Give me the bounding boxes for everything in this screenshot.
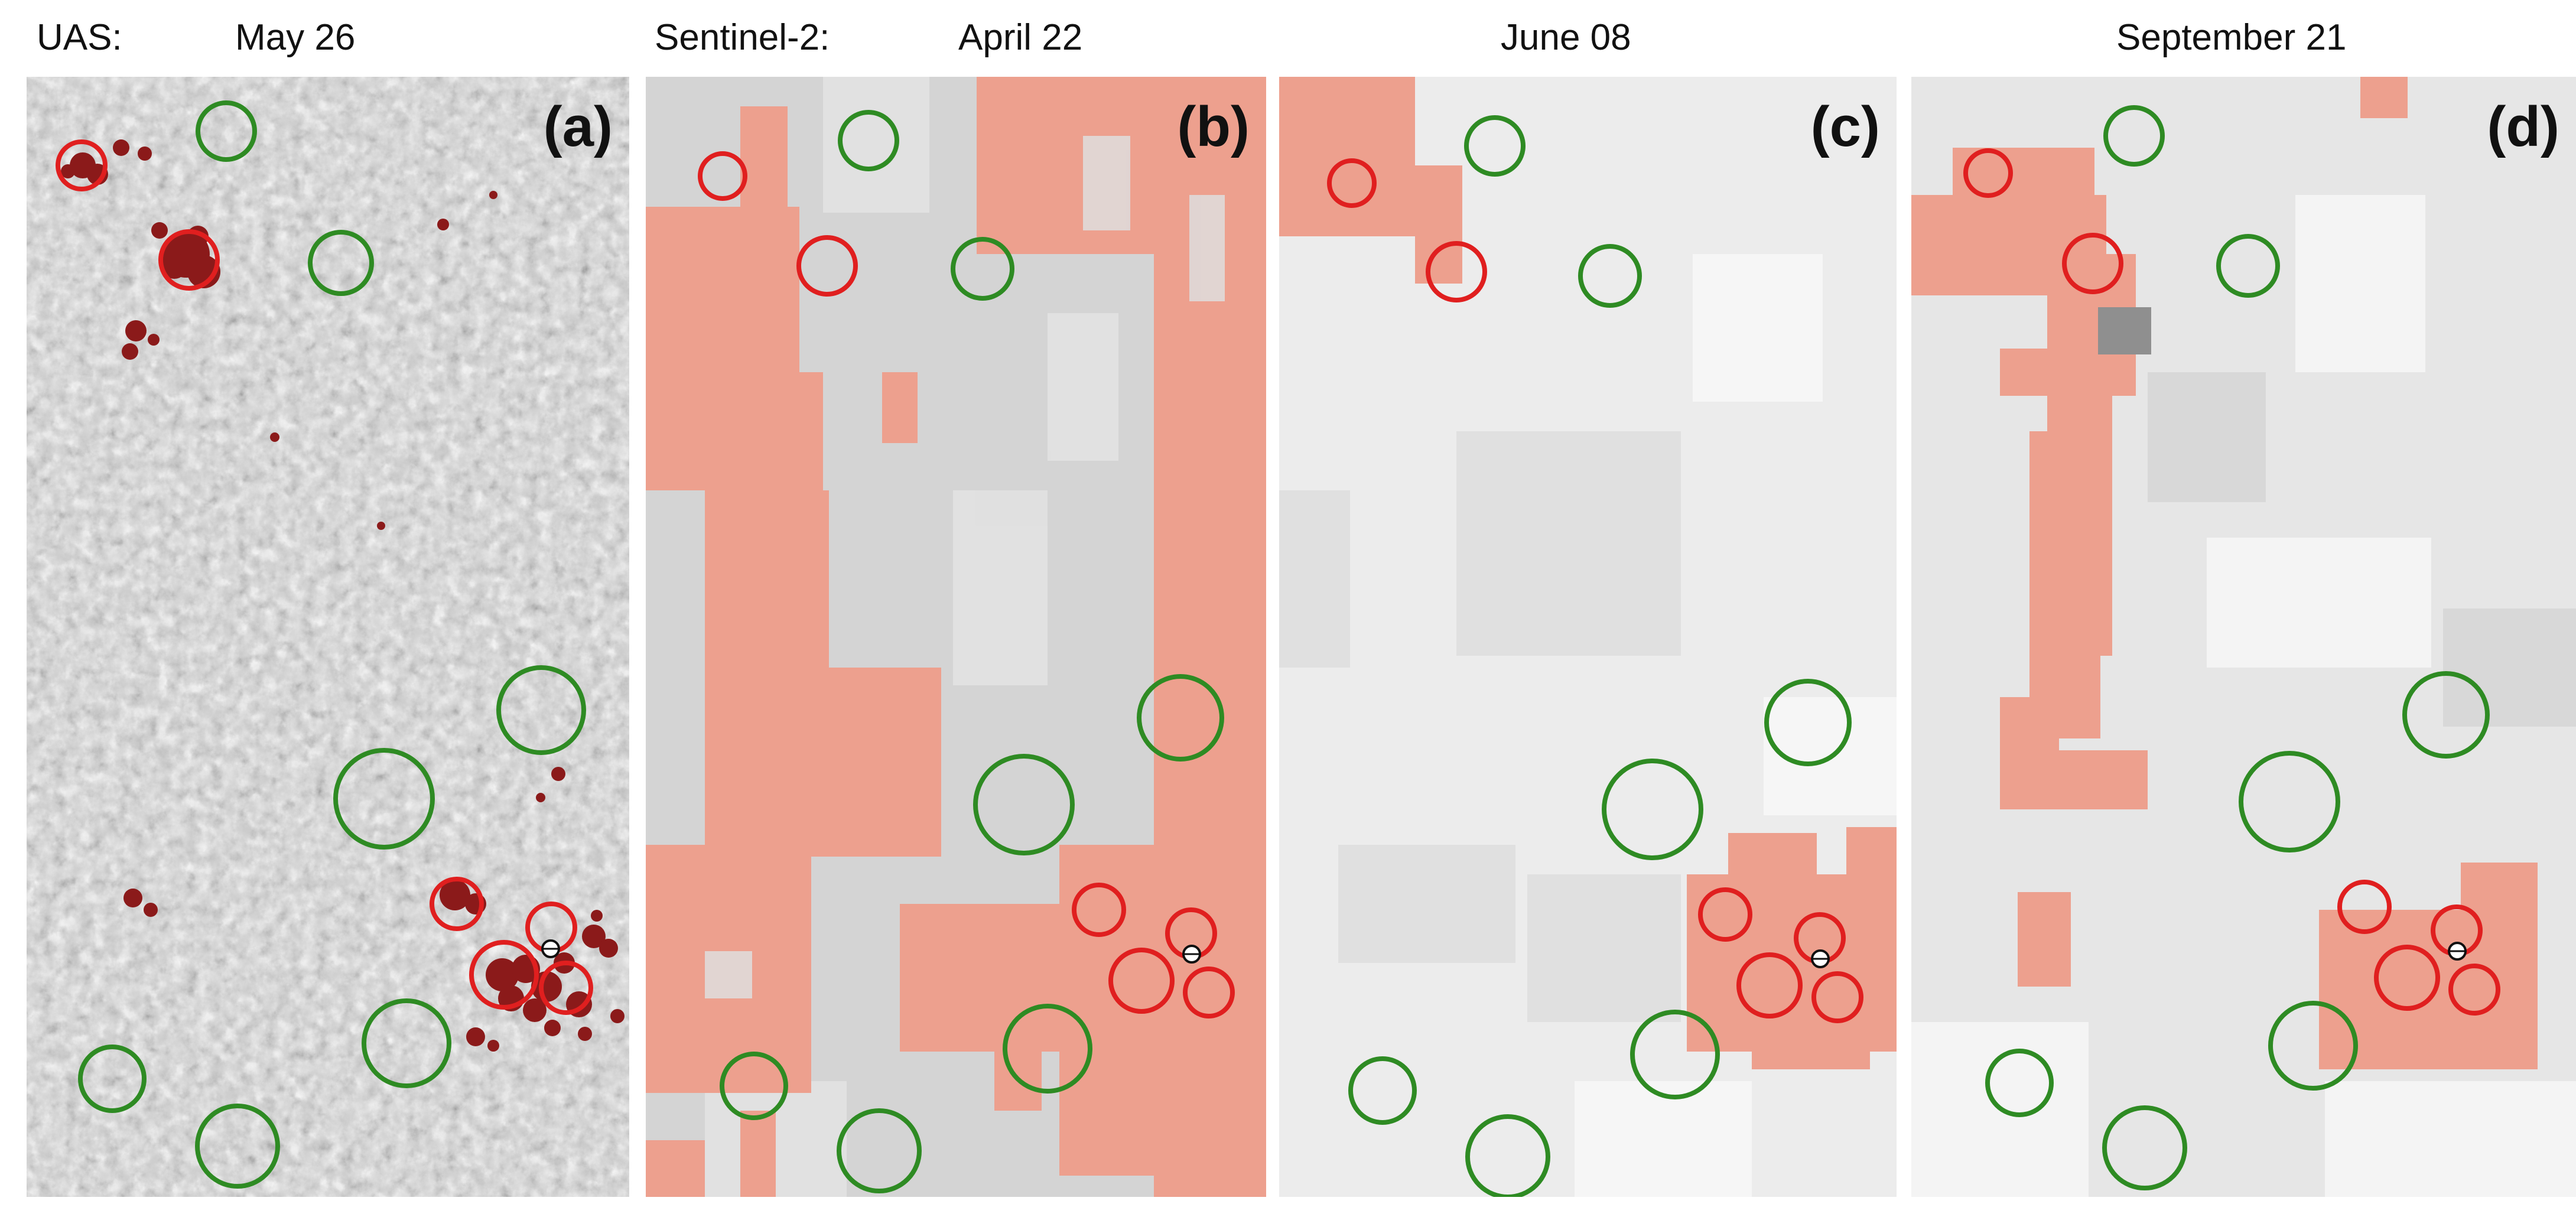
red-circle	[1426, 241, 1487, 302]
green-circle	[2239, 751, 2340, 852]
infested-trees	[61, 139, 625, 1052]
green-circle	[720, 1052, 788, 1120]
uas-date: May 26	[235, 17, 356, 58]
red-circle	[1183, 967, 1235, 1019]
green-circle	[2103, 105, 2165, 167]
green-circle	[1003, 1004, 1092, 1094]
red-circle	[1072, 883, 1126, 937]
damage-overlay	[646, 77, 1266, 1197]
date-panel-c: June 08	[1501, 17, 1631, 58]
uas-canopy-image	[27, 77, 629, 1197]
green-circle	[1464, 115, 1526, 177]
red-circle	[698, 151, 747, 201]
sentinel2-label: Sentinel-2:	[655, 17, 830, 58]
panel-label-a: (a)	[543, 95, 613, 158]
green-circle	[78, 1044, 147, 1113]
red-circle	[158, 229, 220, 291]
red-circle	[2448, 964, 2500, 1016]
panel-a-uas-image: (a)	[27, 77, 629, 1197]
green-circle	[195, 1104, 280, 1189]
red-circle	[796, 235, 858, 297]
green-circle	[1348, 1056, 1417, 1125]
red-circle	[2062, 233, 2123, 294]
red-circle	[1811, 971, 1863, 1023]
panel-c-sentinel-june: (c)	[1279, 77, 1897, 1197]
uas-label: UAS:	[37, 17, 122, 58]
green-circle	[196, 100, 257, 162]
red-circle	[430, 877, 484, 931]
plot-circles	[56, 100, 593, 1189]
panel-b-sentinel-april: (b)	[646, 77, 1266, 1197]
red-circle	[539, 961, 593, 1015]
green-circle	[837, 1108, 922, 1193]
green-circle	[333, 748, 435, 850]
date-panel-d: September 21	[2116, 17, 2347, 58]
plot-circles	[1327, 115, 1863, 1197]
green-circle	[1137, 674, 1224, 762]
green-circle	[1764, 679, 1852, 766]
red-circle	[1327, 158, 1377, 208]
red-circle	[1736, 952, 1803, 1019]
green-circle	[2268, 1001, 2358, 1091]
panel-label-d: (d)	[2487, 95, 2559, 158]
sentinel2-image-b	[646, 77, 1266, 1197]
dark-pixel	[2098, 307, 2151, 354]
red-circle	[2337, 880, 2392, 934]
red-circle	[56, 139, 108, 191]
red-circle	[469, 940, 539, 1010]
green-circle	[951, 237, 1014, 301]
green-circle	[308, 230, 374, 296]
date-panel-b: April 22	[958, 17, 1083, 58]
green-circle	[1985, 1049, 2054, 1117]
green-circle	[1630, 1010, 1720, 1099]
plot-circles	[698, 110, 1235, 1193]
green-circle	[973, 754, 1075, 855]
red-circle	[1108, 948, 1175, 1014]
green-circle	[1602, 759, 1703, 860]
damage-overlay	[1911, 77, 2538, 1069]
green-circle	[1465, 1114, 1550, 1197]
green-circle	[838, 110, 899, 171]
damage-overlay	[1279, 77, 1897, 1069]
sentinel2-image-c	[1279, 77, 1897, 1197]
panel-label-c: (c)	[1810, 95, 1880, 158]
panel-d-sentinel-september: (d)	[1911, 77, 2576, 1197]
green-circle	[362, 998, 451, 1088]
green-circle	[496, 665, 586, 755]
green-circle	[2216, 234, 2280, 298]
red-circle	[1698, 887, 1752, 942]
red-circle	[2374, 945, 2440, 1011]
panel-label-b: (b)	[1177, 95, 1250, 158]
green-circle	[1578, 244, 1642, 308]
red-circle	[1963, 148, 2013, 198]
sentinel2-image-d	[1911, 77, 2576, 1197]
green-circle	[2402, 671, 2490, 759]
green-circle	[2102, 1105, 2187, 1190]
